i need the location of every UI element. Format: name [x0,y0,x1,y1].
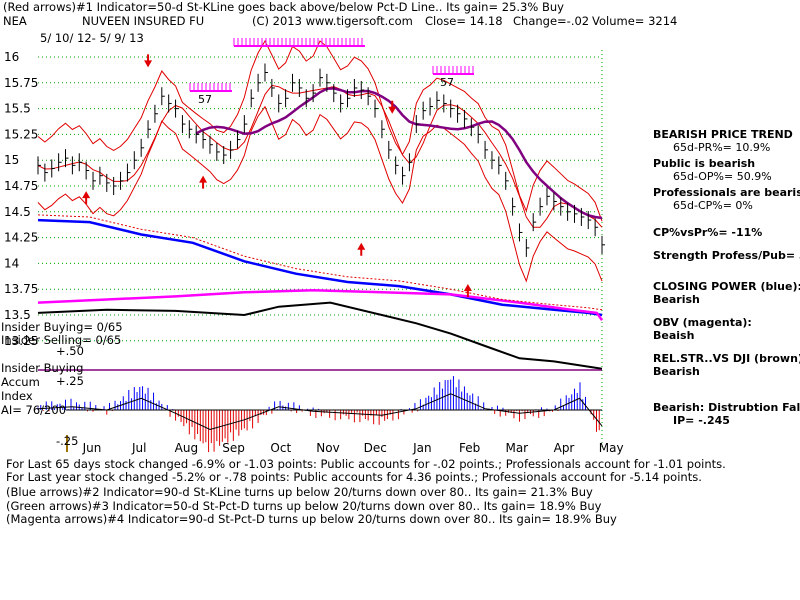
obv-title: OBV (magenta): [653,316,752,329]
ma-50 [195,87,603,220]
closing-power-line [37,218,603,317]
copyright: (C) 2013 www.tigersoft.com [252,14,413,28]
footer-line-5: (Magenta arrows)#4 Indicator=90-d St-Pct… [6,512,617,526]
side-panel: BEARISH PRICE TREND 65d-PR%= 10.9% Publi… [653,128,800,427]
distribution-text: Bearish: Distrubtion Falling [653,401,800,414]
y-tick-label: 15.5 [4,102,31,116]
obv-line [37,288,604,321]
x-tick-label: Feb [459,441,480,455]
x-tick-label: Dec [364,441,387,455]
x-tick-label: Jan [412,441,432,455]
label-57-b: 57 [440,76,454,89]
y-tick-label: 14.5 [4,205,31,219]
red-down-arrow [144,54,153,68]
change-value: Change=-.02 [513,14,590,28]
cp-ma-dotted [37,214,603,311]
plus-25-label: +.25 [56,374,84,388]
insider-selling: Insider Selling= 0/65 [1,333,122,347]
date-range: 5/ 10/ 12- 5/ 9/ 13 [40,31,144,45]
red-down-arrow [388,100,397,114]
red-up-arrow [357,242,366,256]
pros-title: Professionals are bearish [653,186,800,199]
y-tick-label: 14.25 [4,231,38,245]
closing-power-title: CLOSING POWER (blue): [653,280,800,293]
x-tick-label: Nov [316,441,339,455]
x-tick-label: Oct [270,441,291,455]
x-tick-label: May [599,441,624,455]
y-tick-label: 14 [4,256,19,270]
footer-line-2: For Last year stock changed -5.2% or -.7… [6,470,702,484]
lower-band [37,105,603,283]
y-tick-label: 16 [4,50,19,64]
ticker: NEA [3,14,27,28]
close-value: Close= 14.18 [425,14,503,28]
y-tick-label: 14.75 [4,179,38,193]
x-tick-label: Mar [505,441,528,455]
minus-25-label: -.25 [56,434,79,448]
relstr-value: Bearish [653,365,700,378]
relstr-title: REL.STR..VS DJI (brown) [653,352,800,365]
insider-buying: Insider Buying= 0/65 [1,320,123,334]
y-tick-label: 13.25 [4,334,38,348]
short-ma [37,84,603,228]
footer-line-3: (Blue arrows)#2 Indicator=90-d St-KLine … [6,485,593,499]
cp-value: 65d-CP%= 0% [673,199,753,212]
cpvspr-value: CP%vsPr%= -11% [653,226,763,239]
x-tick-label: Apr [554,441,575,455]
x-tick-label: Sep [222,441,245,455]
strength-value: Strength Profess/Pub= 50 [653,249,800,262]
accum-ma-line [37,393,603,431]
volume-value: Volume= 3214 [592,14,678,28]
rel-strength-line [37,301,603,370]
y-tick-label: 15.75 [4,76,38,90]
accum-label: Accum [1,375,40,389]
x-tick-label: Aug [175,441,198,455]
ip-value: IP= -.245 [673,414,730,427]
x-tick-label: Jul [131,441,146,455]
insider-buying-2: Insider Buying [1,361,84,375]
x-tick-label: Jun [82,441,102,455]
bearish-trend-title: BEARISH PRICE TREND [653,128,793,141]
pr-value: 65d-PR%= 10.9% [673,141,771,154]
label-57-a: 57 [198,93,212,106]
op-value: 65d-OP%= 50.9% [673,170,772,183]
y-tick-label: 15 [4,153,19,167]
index-label: Index [1,389,33,403]
red-up-arrow [463,284,472,298]
plus-50-label: +.50 [56,344,84,358]
obv-value: Beaish [653,329,695,342]
closing-power-value: Bearish [653,293,700,306]
company-name: NUVEEN INSURED FU [82,14,205,28]
red-up-arrow [199,175,208,189]
y-tick-label: 13.75 [4,282,38,296]
footer-line-4: (Green arrows)#3 Indicator=50-d St-Pct-D… [6,499,602,513]
footer-line-1: For Last 65 days stock changed -6.9% or … [6,457,726,471]
indicator-1-line: (Red arrows)#1 Indicator=50-d St-KLine g… [3,0,564,14]
ai-label: AI= 76/200 [1,403,67,417]
red-up-arrow [82,191,91,205]
upper-band [37,39,603,222]
public-title: Public is bearish [653,157,756,170]
y-tick-label: 15.25 [4,127,38,141]
y-tick-label: 13.5 [4,308,31,322]
